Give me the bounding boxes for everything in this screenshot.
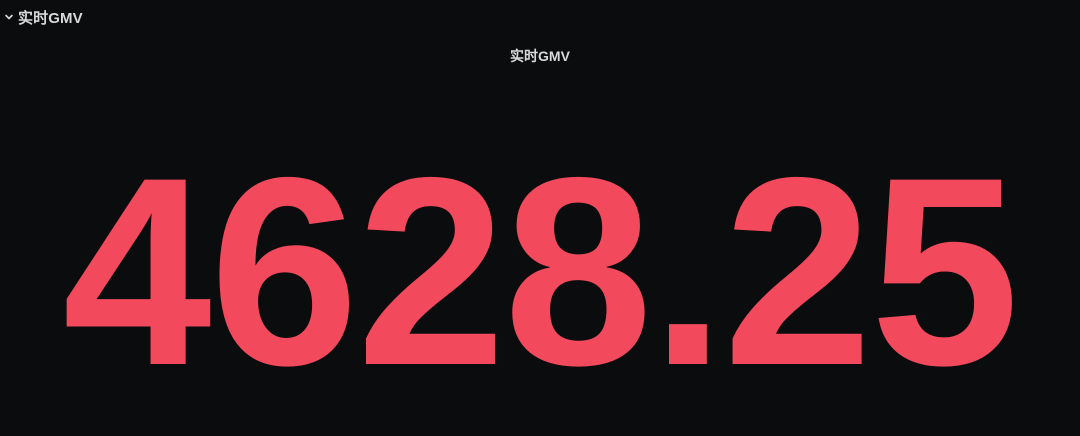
row-header[interactable]: 实时GMV: [0, 0, 83, 34]
stat-panel: 实时GMV 4628.25: [0, 36, 1080, 436]
row-title[interactable]: 实时GMV: [18, 9, 83, 27]
stat-value: 4628.25: [62, 121, 1020, 421]
chevron-down-icon[interactable]: [3, 11, 15, 23]
panel-title[interactable]: 实时GMV: [510, 48, 570, 64]
